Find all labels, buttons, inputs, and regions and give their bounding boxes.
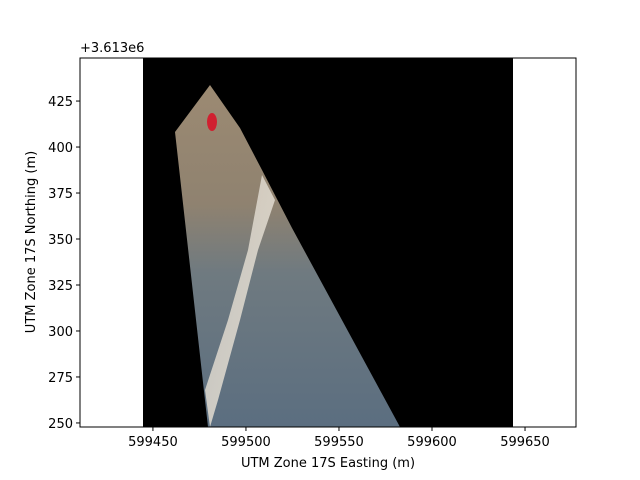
x-tick-label: 599500 [221,435,271,450]
x-tick-label: 599650 [500,435,550,450]
y-tick-label: 400 [48,141,73,156]
surf-zone [205,175,275,427]
x-tick-label: 599600 [407,435,457,450]
y-tick-label: 425 [48,95,73,110]
y-tick-label: 350 [48,233,73,248]
x-axis-label: UTM Zone 17S Easting (m) [241,456,415,471]
x-tick-label: 599550 [314,435,364,450]
offset-label: +3.613e6 [80,41,144,56]
axes-frame [79,57,577,428]
red-marker [207,113,217,131]
image [143,58,513,427]
y-axis-label: UTM Zone 17S Northing (m) [24,151,39,333]
y-tick-label: 375 [48,187,73,202]
y-tick-label: 325 [48,279,73,294]
y-tick-label: 300 [48,325,73,340]
x-tick-label: 599450 [128,435,178,450]
y-tick-label: 250 [48,417,73,432]
y-tick-label: 275 [48,371,73,386]
